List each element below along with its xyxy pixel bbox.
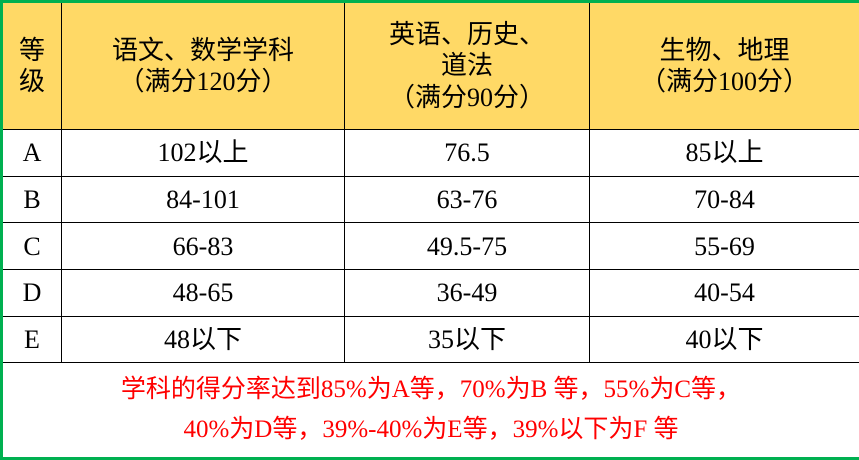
data-row: A 102以上 76.5 85以上 [1, 128, 859, 177]
header-row: 等级语文、数学学科 （满分120分） 英语、历史、 道法 （满分90分） 生物、地理 （满分… [1, 1, 859, 130]
header-line: 级 [18, 66, 45, 96]
header-line: 道法 [440, 51, 493, 81]
grade-cell: B [1, 175, 62, 224]
header-line: 等 [18, 35, 45, 65]
header-cell: 语文、数学学科 （满分120分） [61, 1, 345, 130]
grade-cell: D [1, 269, 62, 317]
header-cell: 等级 [1, 1, 62, 130]
data-row: C 66-83 49.5-75 55-69 [1, 222, 859, 271]
header-line: 生物、地理 [659, 35, 790, 65]
score-cell: 102以上 [61, 128, 345, 177]
grade-cell: C [1, 222, 62, 271]
note-row: 学科的得分率达到85%为A等，70%为B 等，55%为C等， 40%为D等，39%… [1, 362, 859, 459]
score-cell: 84-101 [61, 175, 345, 224]
score-cell: 76.5 [344, 128, 590, 177]
score-cell: 55-69 [589, 222, 859, 271]
score-cell: 85以上 [589, 128, 859, 177]
score-cell: 49.5-75 [344, 222, 590, 271]
score-cell: 40-54 [589, 269, 859, 317]
score-cell: 70-84 [589, 175, 859, 224]
score-cell: 48-65 [61, 269, 345, 317]
score-cell: 35以下 [344, 315, 590, 364]
header-cell: 英语、历史、 道法 （满分90分） [344, 1, 590, 130]
grade-cell: A [1, 128, 62, 177]
data-row: E 48以下 35以下 40以下 [1, 315, 859, 364]
score-cell: 63-76 [344, 175, 590, 224]
note-line: 学科的得分率达到85%为A等，70%为B 等，55%为C等， [120, 376, 742, 404]
header-line: （满分90分） [388, 82, 545, 112]
note-line: 40%为D等，39%-40%为E等，39%以下为F 等 [183, 416, 679, 444]
score-cell: 40以下 [589, 315, 859, 364]
header-line: 英语、历史、 [388, 20, 545, 50]
score-cell: 66-83 [61, 222, 345, 271]
header-line: （满分120分） [118, 66, 288, 96]
header-line: 语文、数学学科 [111, 35, 294, 65]
grade-cell: E [1, 315, 62, 364]
data-row: D 48-65 36-49 40-54 [1, 269, 859, 317]
header-line: （满分100分） [639, 66, 809, 96]
note-cell: 学科的得分率达到85%为A等，70%为B 等，55%为C等， 40%为D等，39%… [1, 362, 859, 459]
score-cell: 36-49 [344, 269, 590, 317]
header-cell: 生物、地理 （满分100分） [589, 1, 859, 130]
data-row: B 84-101 63-76 70-84 [1, 175, 859, 224]
score-cell: 48以下 [61, 315, 345, 364]
